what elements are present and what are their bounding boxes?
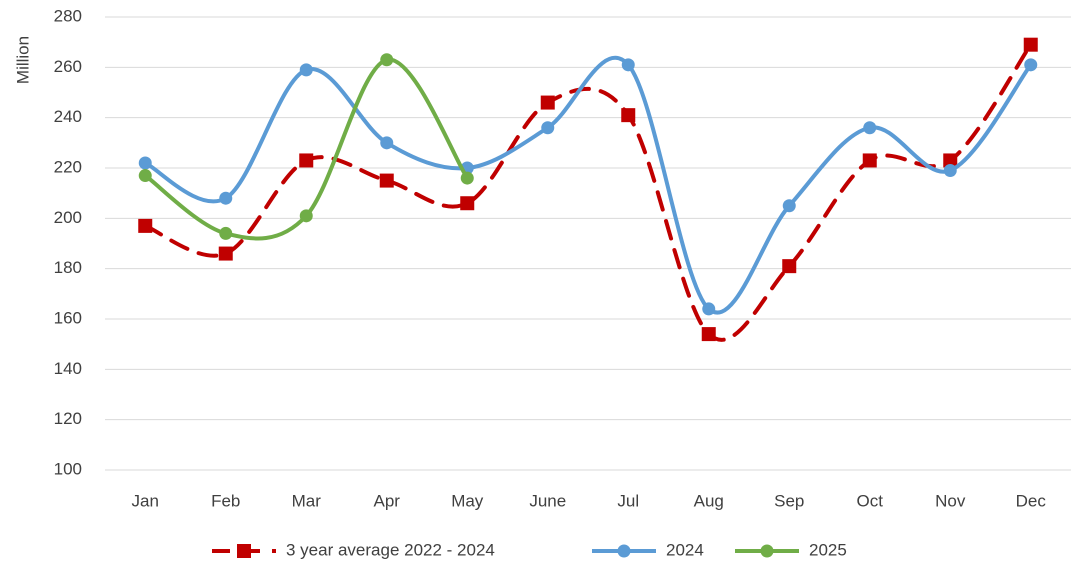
x-tick-label: Oct	[857, 491, 884, 510]
x-tick-label: Sep	[774, 491, 804, 510]
x-tick-label: Mar	[292, 491, 322, 510]
y-tick-label: 240	[54, 107, 82, 126]
marker	[862, 153, 877, 168]
marker	[943, 153, 958, 168]
x-tick-label: Jan	[132, 491, 159, 510]
y-tick-label: 260	[54, 57, 82, 76]
marker	[299, 63, 313, 77]
x-tick-label: Aug	[694, 491, 724, 510]
series-line	[143, 55, 1033, 315]
marker	[460, 196, 475, 211]
marker	[219, 191, 233, 205]
marker	[379, 173, 394, 188]
x-tick-label: Nov	[935, 491, 966, 510]
marker	[380, 136, 394, 150]
marker	[540, 95, 555, 110]
y-tick-label: 220	[54, 157, 82, 176]
y-tick-label: 280	[54, 6, 82, 25]
marker	[218, 246, 233, 261]
marker	[701, 327, 716, 342]
marker	[1024, 58, 1038, 72]
marker	[621, 58, 635, 72]
legend-label: 2024	[666, 540, 704, 559]
marker	[138, 169, 152, 183]
legend-label: 3 year average 2022 - 2024	[286, 540, 495, 559]
marker	[863, 121, 877, 135]
x-tick-label: Apr	[374, 491, 401, 510]
y-axis-label: Million	[13, 36, 32, 84]
marker	[380, 53, 394, 67]
y-tick-label: 160	[54, 308, 82, 327]
marker	[621, 108, 636, 123]
x-tick-label: May	[451, 491, 484, 510]
y-tick-label: 180	[54, 258, 82, 277]
marker	[702, 302, 716, 316]
marker	[617, 544, 631, 558]
marker	[299, 153, 314, 168]
marker	[782, 259, 797, 274]
x-tick-label: Jul	[617, 491, 639, 510]
marker	[460, 171, 474, 185]
y-tick-label: 200	[54, 208, 82, 227]
legend-label: 2025	[809, 540, 847, 559]
x-tick-label: Dec	[1016, 491, 1047, 510]
marker	[237, 544, 251, 558]
series-line	[143, 57, 470, 241]
marker	[138, 218, 153, 233]
marker	[541, 121, 555, 135]
y-tick-label: 140	[54, 359, 82, 378]
x-tick-label: Feb	[211, 491, 240, 510]
y-tick-label: 100	[54, 459, 82, 478]
y-tick-label: 120	[54, 409, 82, 428]
series-line	[143, 42, 1033, 342]
marker	[782, 199, 796, 213]
marker	[219, 226, 233, 240]
x-tick-label: June	[529, 491, 566, 510]
marker	[760, 544, 774, 558]
marker	[138, 156, 152, 170]
marker	[943, 164, 957, 178]
marker	[299, 209, 313, 223]
marker	[1023, 37, 1038, 52]
